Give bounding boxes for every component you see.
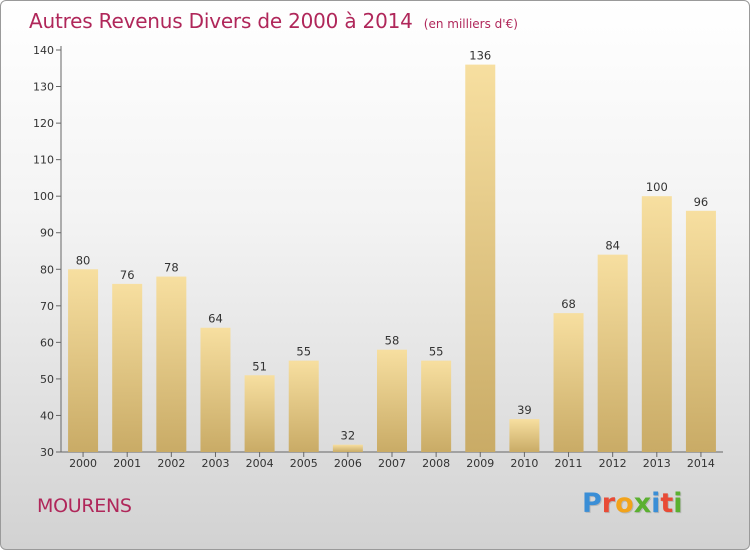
bar-2012 xyxy=(597,254,628,452)
value-label-2007: 58 xyxy=(385,334,400,348)
logo-letter: r xyxy=(601,488,616,519)
value-label-2014: 96 xyxy=(694,195,709,209)
bar-2010 xyxy=(509,419,540,452)
bar-2003 xyxy=(200,327,231,452)
chart-axes: 30 40 50 60 70 80 90 100 110 120 130 140 2000 2001 200… xyxy=(33,44,723,470)
y-tick-label: 80 xyxy=(40,263,54,276)
x-tick-label: 2010 xyxy=(510,457,538,470)
value-label-2006: 32 xyxy=(341,429,356,443)
value-label-2011: 68 xyxy=(561,297,576,311)
bar-2011 xyxy=(553,313,584,452)
logo-letter: i xyxy=(651,488,661,519)
x-tick-label: 2007 xyxy=(378,457,406,470)
x-tick-label: 2003 xyxy=(201,457,229,470)
x-tick-label: 2014 xyxy=(687,457,715,470)
bar-2009 xyxy=(465,64,496,453)
chart-labels: 80 76 78 64 51 55 32 58 55 136 39 68 84 100 96 xyxy=(76,49,709,443)
y-tick-label: 70 xyxy=(40,300,54,313)
x-tick-label: 2008 xyxy=(422,457,450,470)
logo-letter: P xyxy=(582,488,602,519)
chart-subtitle: (en milliers d'€) xyxy=(423,17,518,31)
x-tick-label: 2002 xyxy=(157,457,185,470)
y-tick-label: 130 xyxy=(33,81,54,94)
value-label-2004: 51 xyxy=(252,359,267,373)
x-tick-label: 2013 xyxy=(643,457,671,470)
y-tick-label: 50 xyxy=(40,373,54,386)
y-tick-label: 60 xyxy=(40,336,54,349)
x-tick-label: 2011 xyxy=(555,457,583,470)
x-tick-label: 2001 xyxy=(113,457,141,470)
value-label-2012: 84 xyxy=(605,239,620,253)
bar-2000 xyxy=(68,269,99,452)
chart-title: Autres Revenus Divers de 2000 à 2014 xyxy=(29,9,413,33)
y-tick-label: 110 xyxy=(33,154,54,167)
x-tick-label: 2012 xyxy=(599,457,627,470)
y-tick-label: 140 xyxy=(33,44,54,57)
bar-2007 xyxy=(377,349,407,452)
bar-2006 xyxy=(332,444,363,452)
value-label-2002: 78 xyxy=(164,261,179,275)
x-tick-label: 2009 xyxy=(466,457,494,470)
y-tick-label: 100 xyxy=(33,190,54,203)
y-tick-label: 90 xyxy=(40,227,54,240)
chart-bars xyxy=(68,64,716,453)
y-tick-label: 40 xyxy=(40,409,54,422)
x-tick-label: 2000 xyxy=(69,457,97,470)
bar-2005 xyxy=(288,360,319,452)
x-tick-label: 2005 xyxy=(290,457,318,470)
value-label-2003: 64 xyxy=(208,312,223,326)
bar-2013 xyxy=(641,196,672,452)
y-tick-label: 30 xyxy=(40,446,54,459)
x-tick-label: 2004 xyxy=(246,457,274,470)
bar-2014 xyxy=(685,210,716,452)
bar-2004 xyxy=(244,375,275,452)
value-label-2010: 39 xyxy=(517,403,532,417)
value-label-2013: 100 xyxy=(646,180,668,194)
proxiti-logo: Proxiti xyxy=(582,488,683,519)
value-label-2001: 76 xyxy=(120,268,135,282)
value-label-2000: 80 xyxy=(76,253,91,267)
bar-2001 xyxy=(112,283,143,452)
chart-title-row: Autres Revenus Divers de 2000 à 2014 (en… xyxy=(29,9,518,33)
logo-letter: i xyxy=(673,488,683,519)
logo-letter: o xyxy=(615,488,634,519)
bar-2002 xyxy=(156,276,187,452)
y-tick-label: 120 xyxy=(33,117,54,130)
logo-letter: x xyxy=(633,488,652,519)
x-tick-label: 2006 xyxy=(334,457,362,470)
location-name: MOURENS xyxy=(37,495,132,517)
value-label-2008: 55 xyxy=(429,345,444,359)
value-label-2009: 136 xyxy=(469,49,491,63)
bar-2008 xyxy=(421,360,452,452)
value-label-2005: 55 xyxy=(296,345,311,359)
logo-letter: t xyxy=(660,488,674,519)
